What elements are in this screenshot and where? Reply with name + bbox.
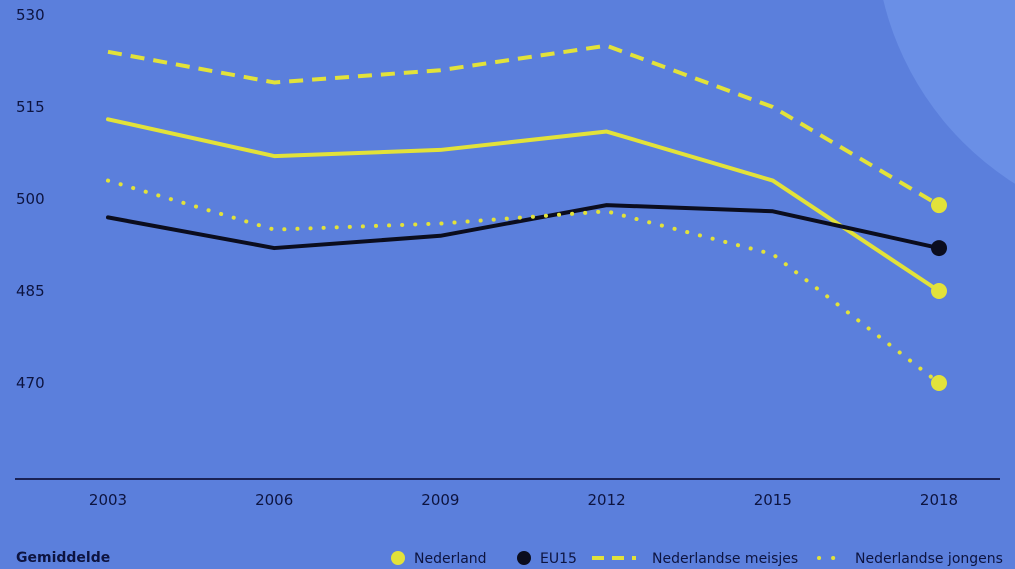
series-line-eu15 [106,203,941,251]
legend-swatch [517,551,531,565]
y-tick-label: 500 [16,190,45,208]
x-tick-label: 2018 [920,491,958,509]
legend-item: Nederland [391,551,487,567]
end-point-marker [931,283,947,299]
series-end-markers [931,197,947,391]
legend-item: Nederlandse jongens [817,551,1003,567]
legend-label: Nederlandse meisjes [652,551,798,567]
x-tick-label: 2012 [588,491,626,509]
legend-item: EU15 [517,551,577,567]
legend-swatch [391,551,405,565]
legend-label: EU15 [540,551,577,567]
y-axis-ticks: 530 515 500 485 470 [16,6,45,392]
end-point-marker [931,240,947,257]
x-tick-label: 2003 [89,491,127,509]
corner-decoration [883,0,1015,184]
series-line-nederland [106,117,941,293]
legend-label: Nederlandse jongens [855,551,1003,567]
series-line-nederlandse-meisjes [107,43,941,207]
x-tick-label: 2009 [421,491,459,509]
x-axis-ticks: 2003 2006 2009 2012 2015 2018 [89,491,958,509]
y-tick-label: 470 [16,374,45,392]
footer-label: Gemiddelde [16,550,110,566]
x-tick-label: 2015 [754,491,792,509]
series-lines [106,43,941,385]
y-tick-label: 530 [16,6,45,24]
y-tick-label: 515 [16,98,45,116]
series-line-nederlandse-jongens [106,178,941,385]
legend: Nederland EU15 Nederlandse meisjes Nederlan… [391,551,1003,567]
end-point-marker [931,197,947,214]
legend-item: Nederlandse meisjes [592,551,798,567]
legend-label: Nederland [414,551,487,567]
y-tick-label: 485 [16,282,45,300]
x-tick-label: 2006 [255,491,293,509]
end-point-marker [931,375,947,391]
